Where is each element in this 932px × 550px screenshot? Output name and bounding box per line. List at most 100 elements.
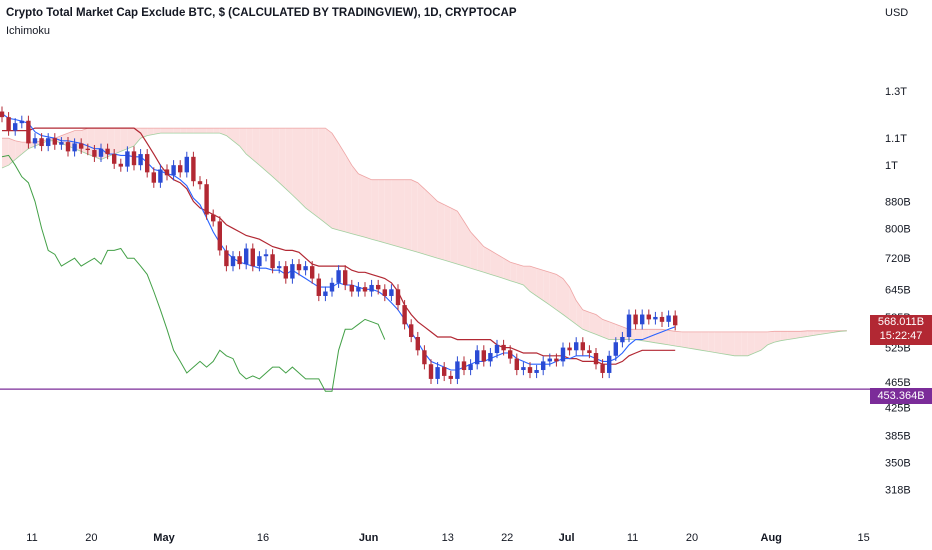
symbol-title[interactable]: Crypto Total Market Cap Exclude BTC, $ (… bbox=[6, 7, 517, 19]
candle-body[interactable] bbox=[554, 358, 559, 362]
candle-body[interactable] bbox=[494, 344, 500, 354]
candle-body[interactable] bbox=[72, 143, 77, 152]
candle-body[interactable] bbox=[250, 248, 255, 267]
candle-body[interactable] bbox=[356, 287, 361, 292]
candle-body[interactable] bbox=[277, 266, 282, 269]
candle-body[interactable] bbox=[653, 316, 658, 320]
candle-body[interactable] bbox=[98, 148, 104, 157]
candle-body[interactable] bbox=[39, 138, 44, 147]
candle-body[interactable] bbox=[626, 314, 632, 338]
candle-body[interactable] bbox=[382, 289, 387, 296]
candle-body[interactable] bbox=[230, 256, 236, 267]
candle-body[interactable] bbox=[514, 358, 519, 371]
candle-body[interactable] bbox=[217, 221, 222, 251]
candle-body[interactable] bbox=[580, 342, 585, 351]
candle-body[interactable] bbox=[600, 364, 605, 373]
candle-body[interactable] bbox=[244, 248, 249, 265]
candle-body[interactable] bbox=[26, 120, 31, 144]
candle-body[interactable] bbox=[481, 350, 486, 362]
candle-body[interactable] bbox=[521, 367, 526, 371]
candle-body[interactable] bbox=[567, 347, 572, 351]
candle-body[interactable] bbox=[640, 314, 645, 325]
candle-body[interactable] bbox=[547, 358, 552, 362]
candle-body[interactable] bbox=[283, 266, 288, 279]
candle-body[interactable] bbox=[560, 347, 566, 362]
candle-body[interactable] bbox=[184, 156, 189, 173]
candle-body[interactable] bbox=[415, 337, 420, 351]
candle-body[interactable] bbox=[92, 150, 97, 157]
candle-body[interactable] bbox=[204, 184, 209, 215]
candle-body[interactable] bbox=[508, 350, 513, 359]
candle-body[interactable] bbox=[336, 270, 341, 283]
candle-body[interactable] bbox=[587, 350, 592, 354]
time-axis[interactable]: 11 20 May 16 Jun 13 22 Jul 11 20 Aug 15 bbox=[26, 532, 869, 544]
candle-body[interactable] bbox=[257, 256, 262, 267]
candle-body[interactable] bbox=[158, 169, 163, 183]
candle-body[interactable] bbox=[112, 154, 117, 164]
candle-body[interactable] bbox=[593, 353, 599, 365]
candle-body[interactable] bbox=[323, 291, 328, 296]
candle-body[interactable] bbox=[316, 278, 321, 296]
candle-body[interactable] bbox=[131, 151, 137, 166]
candle-body[interactable] bbox=[395, 289, 401, 306]
candle-body[interactable] bbox=[211, 214, 216, 222]
candle-body[interactable] bbox=[402, 305, 407, 325]
candle-body[interactable] bbox=[224, 250, 229, 267]
candle-body[interactable] bbox=[105, 148, 110, 155]
candle-body[interactable] bbox=[343, 270, 348, 285]
candle-body[interactable] bbox=[65, 142, 71, 152]
candle-body[interactable] bbox=[475, 350, 480, 365]
candle-body[interactable] bbox=[468, 364, 473, 371]
candle-body[interactable] bbox=[422, 350, 427, 365]
indicator-legend-ichimoku[interactable]: Ichimoku bbox=[6, 25, 51, 37]
candle-body[interactable] bbox=[633, 314, 638, 325]
candle-body[interactable] bbox=[666, 315, 671, 322]
candle-body[interactable] bbox=[534, 370, 539, 373]
candle-body[interactable] bbox=[79, 143, 84, 149]
candlestick-series[interactable] bbox=[0, 106, 678, 385]
candle-body[interactable] bbox=[197, 181, 203, 185]
candle-body[interactable] bbox=[263, 254, 269, 257]
candle-body[interactable] bbox=[191, 156, 196, 182]
candle-body[interactable] bbox=[362, 287, 368, 292]
candle-body[interactable] bbox=[673, 315, 678, 326]
candle-body[interactable] bbox=[151, 172, 156, 183]
candle-body[interactable] bbox=[85, 148, 90, 151]
candle-body[interactable] bbox=[501, 344, 506, 351]
candle-body[interactable] bbox=[178, 165, 183, 173]
candle-body[interactable] bbox=[607, 355, 612, 373]
candle-body[interactable] bbox=[52, 138, 57, 145]
candle-body[interactable] bbox=[461, 361, 467, 371]
candle-body[interactable] bbox=[237, 256, 242, 265]
candle-body[interactable] bbox=[270, 254, 275, 269]
candle-body[interactable] bbox=[6, 117, 11, 131]
candle-body[interactable] bbox=[118, 163, 123, 167]
candle-body[interactable] bbox=[455, 361, 460, 379]
candle-body[interactable] bbox=[290, 264, 295, 279]
candle-body[interactable] bbox=[59, 142, 64, 145]
candle-body[interactable] bbox=[659, 316, 665, 322]
candle-body[interactable] bbox=[574, 342, 579, 351]
candle-body[interactable] bbox=[369, 284, 374, 292]
candle-body[interactable] bbox=[19, 120, 24, 124]
candle-body[interactable] bbox=[125, 151, 130, 167]
candle-body[interactable] bbox=[646, 314, 651, 320]
candle-body[interactable] bbox=[389, 289, 394, 296]
candle-body[interactable] bbox=[376, 284, 381, 290]
candle-body[interactable] bbox=[171, 165, 176, 176]
candle-body[interactable] bbox=[13, 123, 18, 131]
candle-body[interactable] bbox=[448, 375, 453, 379]
candle-body[interactable] bbox=[409, 324, 414, 338]
candle-body[interactable] bbox=[349, 284, 354, 292]
candle-body[interactable] bbox=[613, 342, 618, 356]
candle-body[interactable] bbox=[138, 154, 143, 166]
candle-body[interactable] bbox=[310, 266, 315, 279]
candle-body[interactable] bbox=[541, 361, 546, 371]
candle-body[interactable] bbox=[428, 364, 434, 379]
candle-body[interactable] bbox=[527, 367, 533, 373]
price-axis[interactable]: 1.3T1.1T1T880B800B720B645B585B525B465B42… bbox=[885, 86, 911, 497]
candle-body[interactable] bbox=[303, 266, 308, 271]
candle-body[interactable] bbox=[488, 353, 493, 362]
candle-body[interactable] bbox=[296, 264, 302, 271]
